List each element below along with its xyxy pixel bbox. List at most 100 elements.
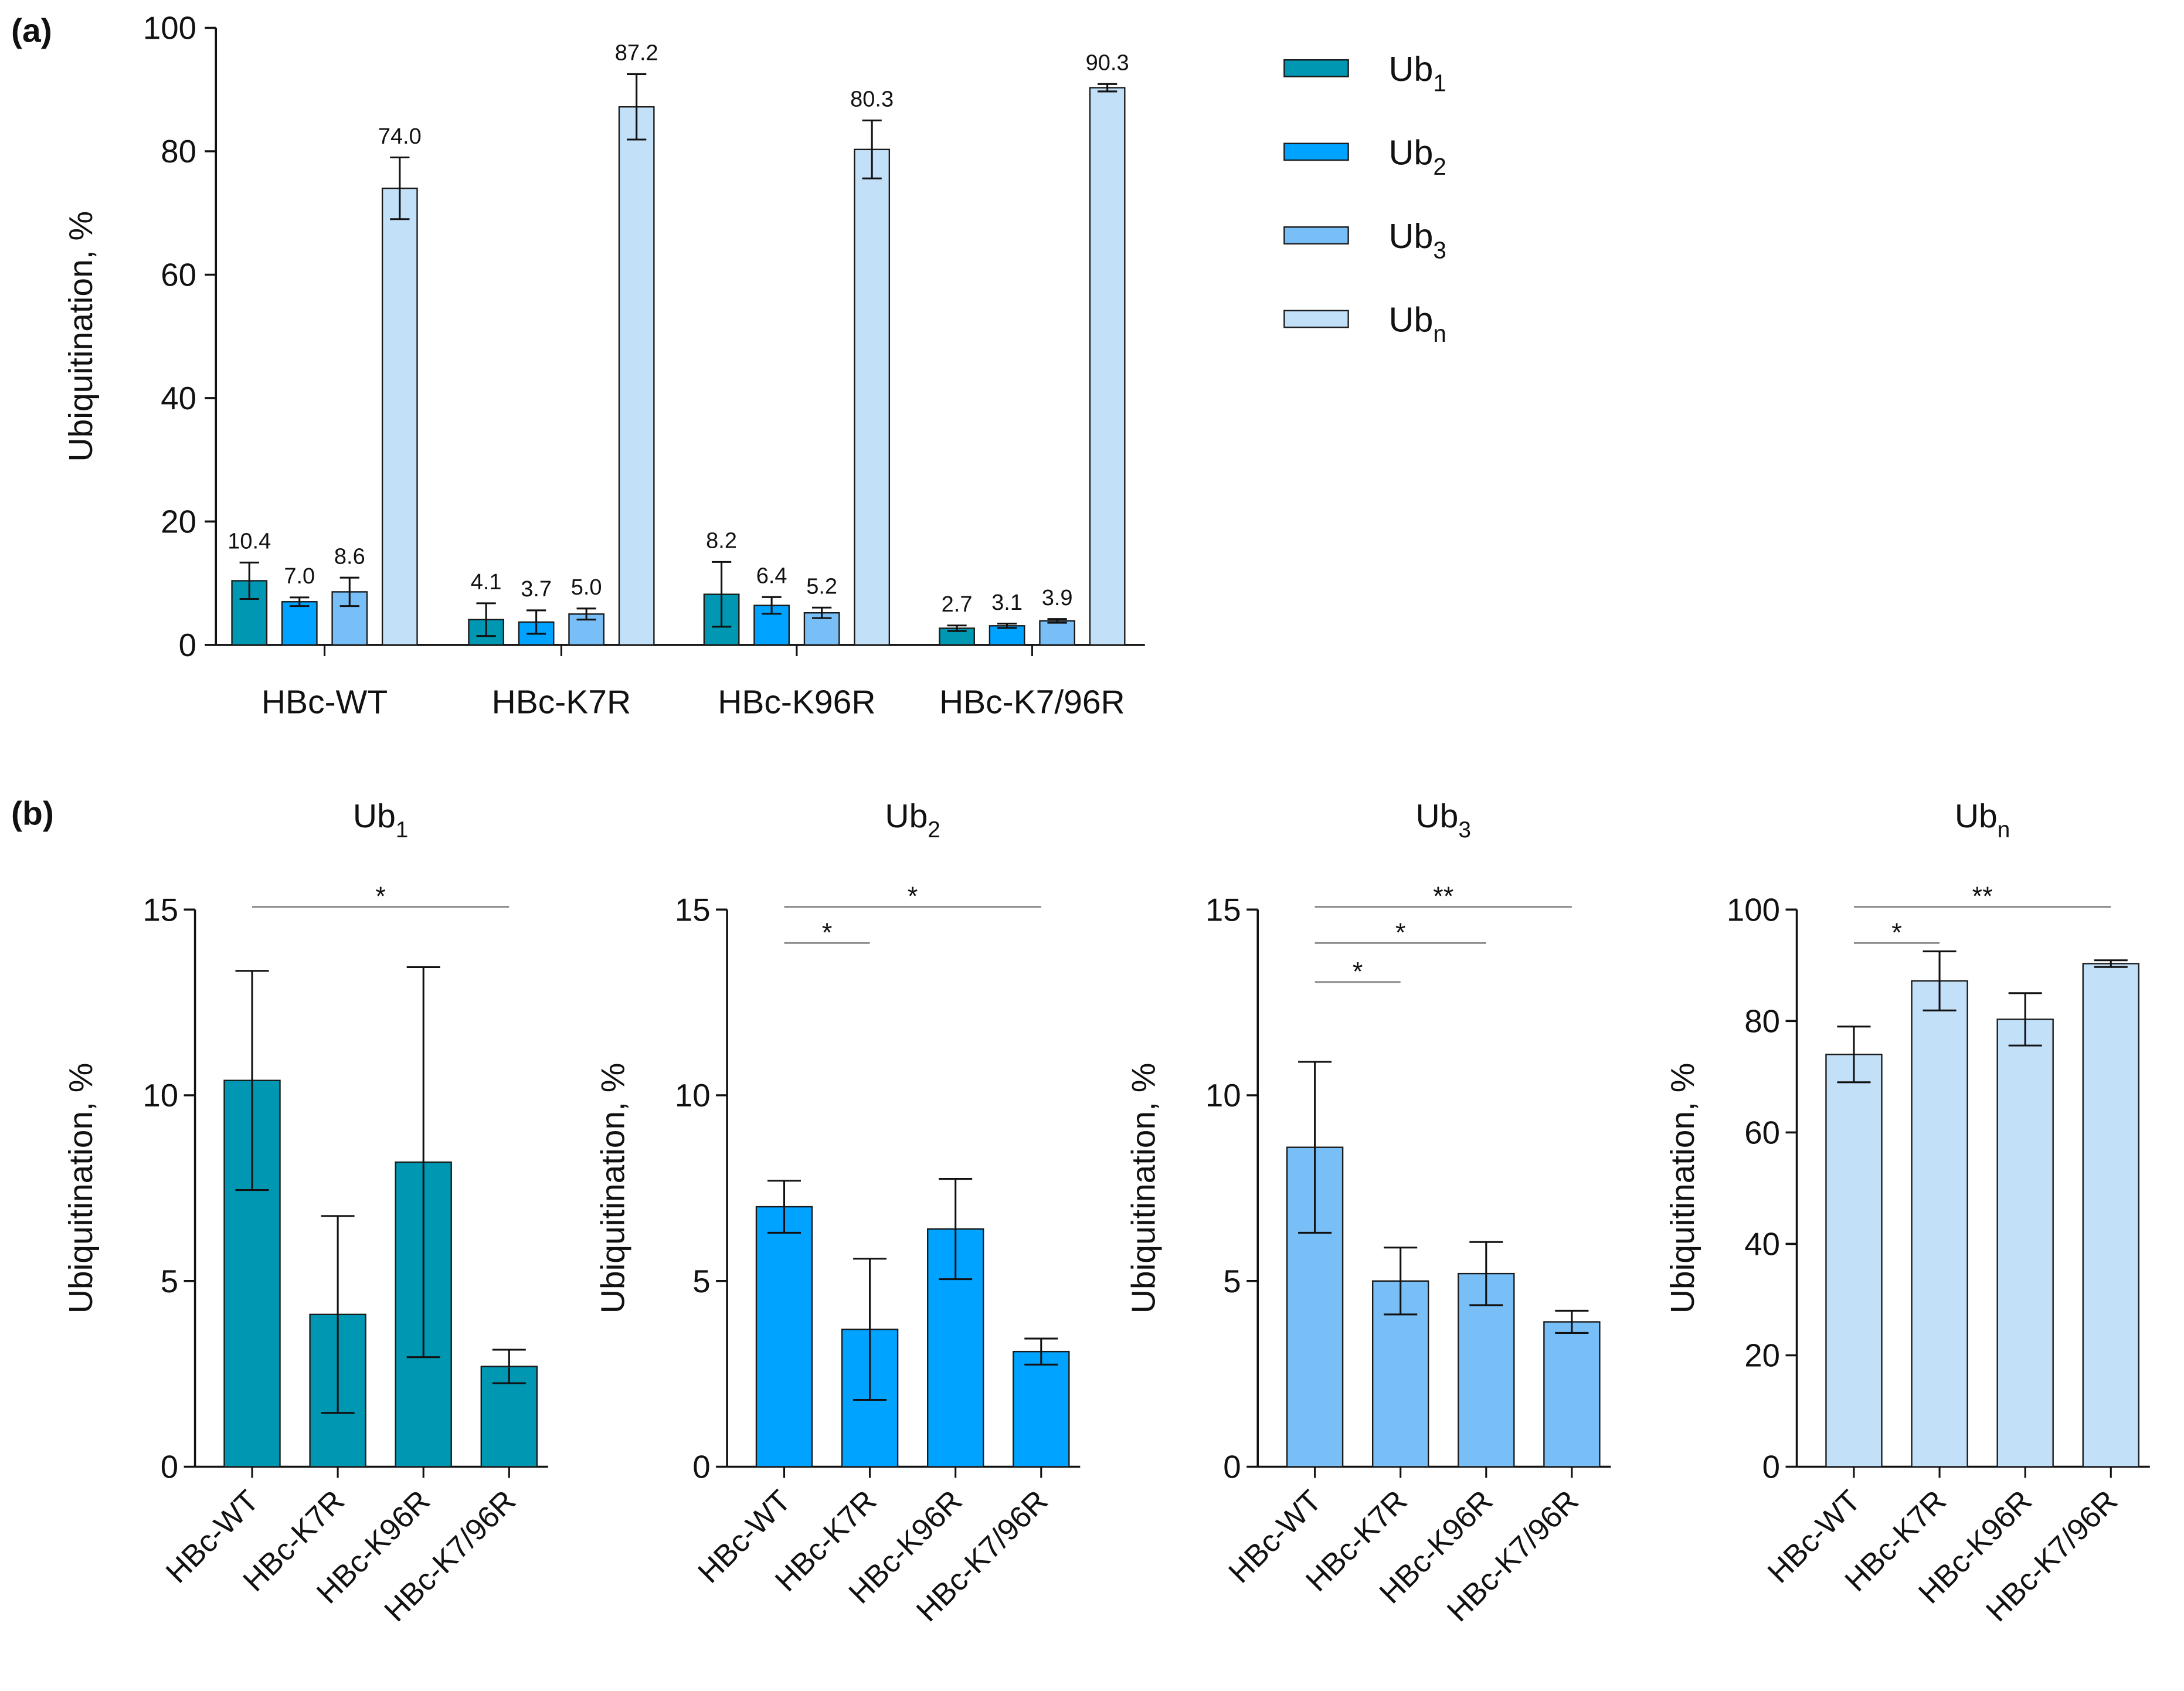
y-tick-label: 5 [1223, 1264, 1241, 1299]
legend-swatch-Ub2 [1283, 142, 1349, 161]
legend-label-Ub3: Ub3 [1389, 216, 1446, 264]
y-tick-label: 40 [1744, 1226, 1780, 1262]
y-tick-label: 0 [692, 1449, 710, 1485]
bar-Ub2 [281, 601, 318, 646]
bar-Ubn [1089, 87, 1126, 646]
y-tick-label: 10 [1205, 1078, 1241, 1113]
x-tick-label: HBc-WT [261, 683, 388, 721]
bar [2082, 963, 2139, 1468]
subplot-title-base: Ub [1955, 797, 1998, 835]
data-label: 87.2 [615, 41, 658, 66]
data-label: 90.3 [1086, 51, 1129, 76]
data-label: 5.2 [806, 574, 837, 599]
significance-label: ** [1433, 881, 1453, 911]
subplot-title-base: Ub [885, 797, 928, 835]
y-tick-label: 100 [143, 11, 196, 46]
y-axis-title: Ubiquitination, % [1664, 1063, 1701, 1314]
significance-label: * [822, 918, 833, 948]
subplot-title-subscript: 2 [928, 817, 940, 843]
data-label: 3.1 [991, 590, 1023, 615]
bar-Ubn [618, 106, 655, 646]
legend-label-Ub1-subscript: 1 [1433, 70, 1446, 97]
legend-label-Ub3-base: Ub [1389, 216, 1434, 256]
data-label: 8.2 [706, 529, 737, 554]
y-tick-label: 5 [161, 1264, 178, 1299]
bar-Ub2 [989, 625, 1025, 646]
y-axis-title: Ubiquitination, % [594, 1063, 631, 1314]
legend-swatch-Ub3 [1283, 226, 1349, 245]
data-label: 10.4 [227, 529, 271, 554]
data-label: 8.6 [334, 544, 365, 569]
data-label: 3.9 [1042, 586, 1073, 610]
subplot-title-subscript: n [1998, 817, 2010, 843]
y-tick-label: 15 [1205, 892, 1241, 928]
y-tick-label: 0 [161, 1449, 178, 1485]
bar-Ub3 [1039, 620, 1075, 646]
panel-label-a: (a) [11, 12, 52, 49]
significance-label: * [1891, 918, 1902, 948]
bar [1911, 980, 1968, 1468]
legend-label-Ub2-base: Ub [1389, 133, 1434, 172]
y-tick-label: 20 [161, 504, 196, 539]
legend-label-Ub2-subscript: 2 [1433, 153, 1446, 180]
bar [1996, 1018, 2054, 1468]
bar [1825, 1054, 1883, 1468]
y-tick-label: 40 [161, 381, 196, 416]
significance-label: * [1395, 918, 1406, 948]
y-tick-label: 60 [161, 257, 196, 293]
y-tick-label: 10 [142, 1078, 178, 1113]
bar [755, 1206, 813, 1468]
subplot-title-base: Ub [1416, 797, 1459, 835]
subplot-title: Ubn [1955, 797, 2010, 843]
y-tick-label: 100 [1727, 892, 1780, 928]
subplot-title: Ub3 [1416, 797, 1471, 843]
data-label: 7.0 [284, 564, 315, 589]
y-tick-label: 80 [1744, 1003, 1780, 1039]
y-axis-title: Ubiquitination, % [62, 1063, 100, 1314]
bar-Ubn [381, 187, 418, 646]
data-label: 2.7 [942, 592, 973, 617]
y-tick-label: 10 [675, 1078, 711, 1113]
legend-swatch-Ubn [1283, 310, 1349, 328]
y-tick-label: 5 [692, 1264, 710, 1299]
significance-label: * [375, 881, 386, 911]
panel-a-chart: 0 20 40 60 80 100 Ubiquitination, % HBc-WT 10.4 7… [62, 11, 1145, 721]
legend-label-Ub2: Ub2 [1389, 133, 1446, 180]
y-tick-label: 0 [1762, 1449, 1780, 1485]
legend-label-Ub1-base: Ub [1389, 49, 1434, 89]
legend-swatch-Ub1 [1283, 59, 1349, 77]
x-tick-label: HBc-K96R [718, 683, 875, 721]
y-tick-label: 80 [161, 134, 196, 169]
data-label: 74.0 [378, 124, 422, 149]
subplot-title: Ub2 [885, 797, 940, 843]
data-label: 6.4 [756, 564, 787, 589]
x-tick-label: HBc-K7/96R [939, 683, 1125, 721]
legend-label-Ubn: Ubn [1389, 300, 1446, 347]
y-tick-label: 60 [1744, 1115, 1780, 1150]
subplot-title-subscript: 1 [396, 817, 409, 843]
panel-label-b: (b) [11, 794, 54, 832]
subplot-title-subscript: 3 [1458, 817, 1471, 843]
bar [1013, 1350, 1070, 1468]
y-axis-title: Ubiquitination, % [1125, 1063, 1162, 1314]
significance-label: * [1353, 956, 1363, 986]
data-label: 5.0 [571, 575, 602, 600]
significance-label: * [908, 881, 918, 911]
y-tick-label: 15 [142, 892, 178, 928]
subplot-title-base: Ub [353, 797, 396, 835]
x-tick-label: HBc-K7R [492, 683, 631, 721]
legend-label-Ub3-subscript: 3 [1433, 237, 1446, 264]
y-tick-label: 0 [1223, 1449, 1241, 1485]
legend-label-Ubn-base: Ub [1389, 300, 1434, 339]
significance-label: ** [1972, 881, 1993, 911]
data-label: 4.1 [471, 570, 502, 595]
y-tick-label: 20 [1744, 1337, 1780, 1373]
y-tick-label: 0 [179, 627, 196, 663]
data-label: 80.3 [850, 87, 894, 112]
